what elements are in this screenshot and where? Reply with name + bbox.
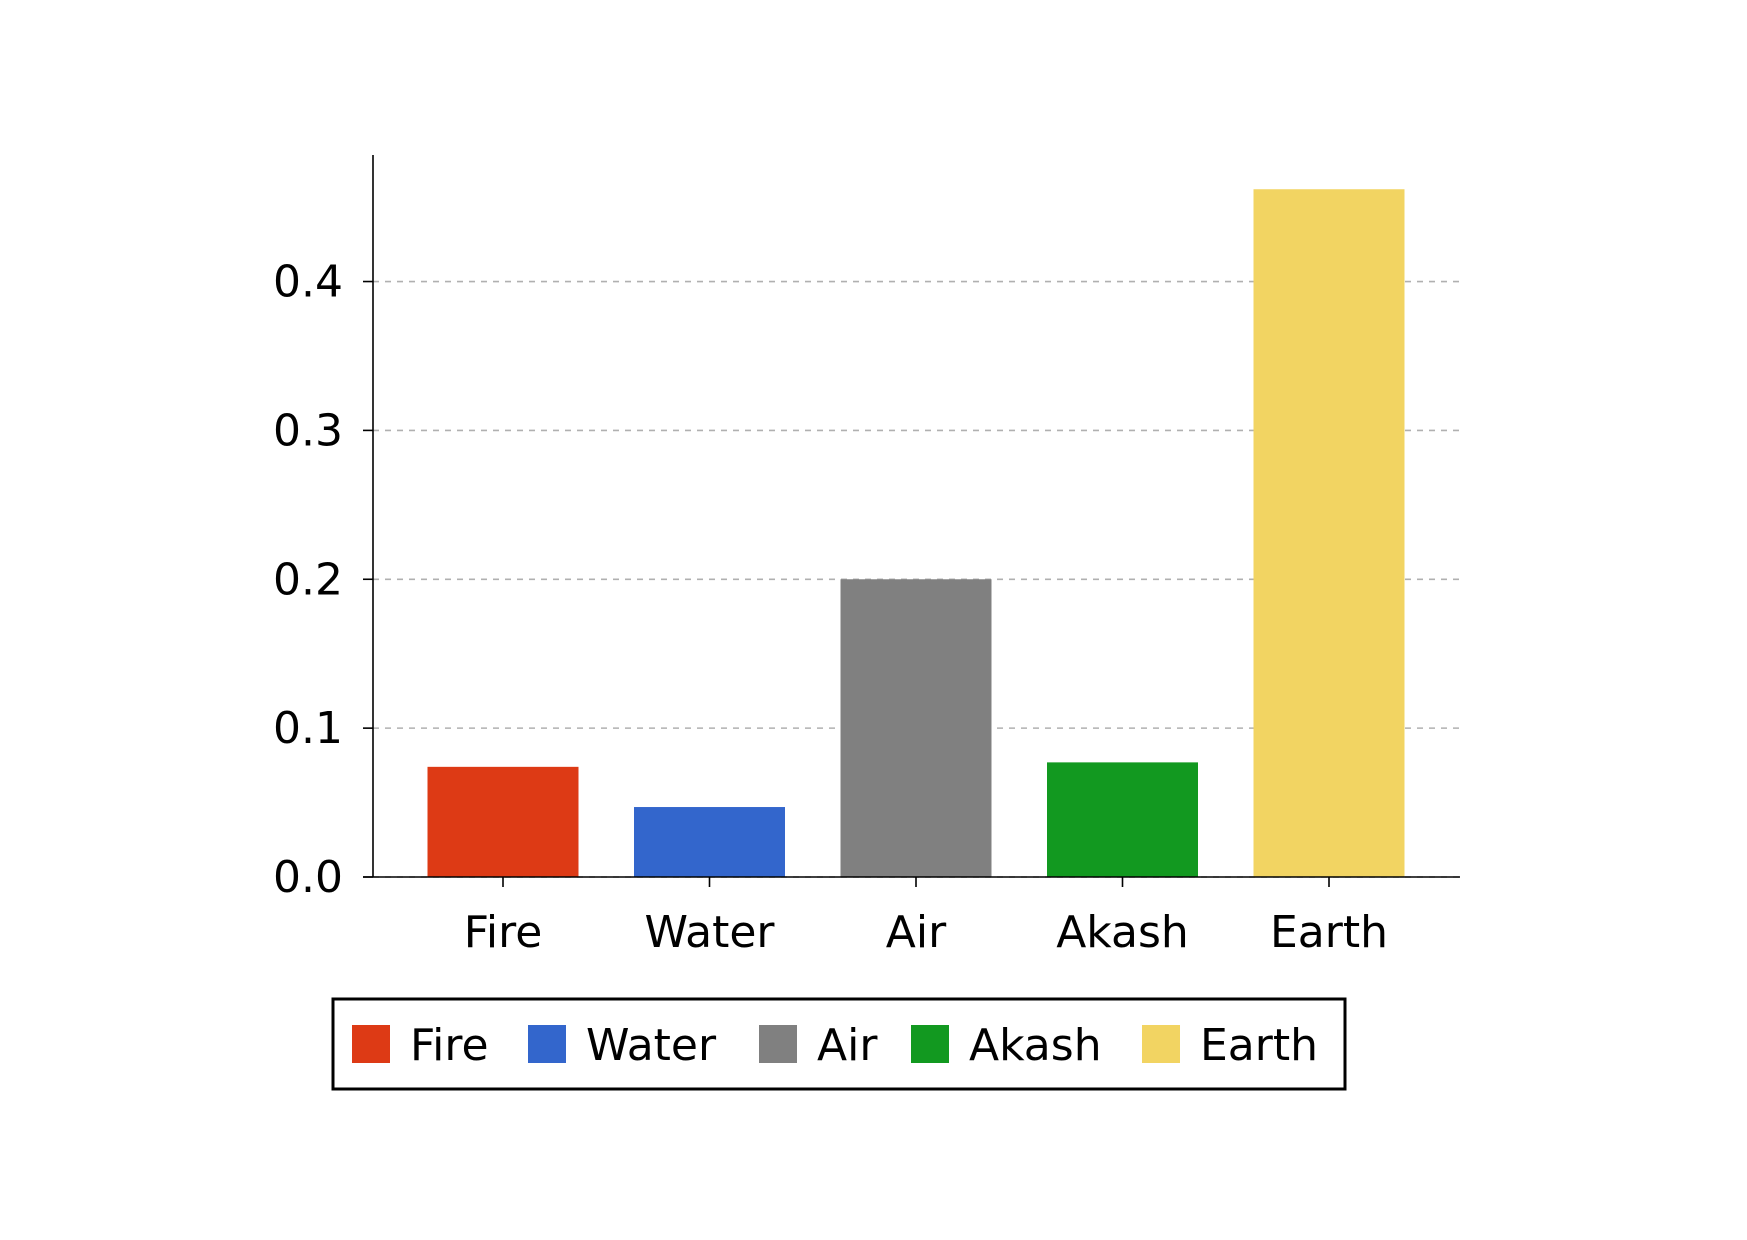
y-tick-label: 0.0 xyxy=(273,852,343,903)
legend-swatch-fire xyxy=(352,1025,390,1063)
legend-items: Fire Water Air Akash Earth xyxy=(352,1020,1318,1071)
x-tick-label: Water xyxy=(644,907,775,958)
y-axis-ticks: 0.0 0.1 0.2 0.3 0.4 xyxy=(273,257,373,903)
x-tick-label: Air xyxy=(886,907,947,958)
legend-label-water: Water xyxy=(586,1020,717,1071)
legend-swatch-earth xyxy=(1142,1025,1180,1063)
y-tick-label: 0.2 xyxy=(273,554,343,605)
legend-swatch-air xyxy=(759,1025,797,1063)
legend: Fire Water Air Akash Earth xyxy=(331,997,1347,1091)
axes xyxy=(363,155,1460,878)
legend-swatch-water xyxy=(528,1025,566,1063)
y-tick-label: 0.1 xyxy=(273,703,343,754)
bar-akash xyxy=(1047,762,1198,877)
bar-water xyxy=(634,807,785,877)
y-tick-label: 0.4 xyxy=(273,257,343,308)
legend-label-earth: Earth xyxy=(1200,1020,1318,1071)
legend-label-air: Air xyxy=(817,1020,878,1071)
x-tick-label: Fire xyxy=(464,907,543,958)
bar-fire xyxy=(427,766,579,877)
legend-label-fire: Fire xyxy=(410,1020,489,1071)
bar-earth xyxy=(1253,189,1405,877)
bars xyxy=(427,189,1405,877)
x-axis-ticks: Fire Water Air Akash Earth xyxy=(464,877,1388,958)
bar-air xyxy=(840,579,992,877)
x-tick-label: Earth xyxy=(1270,907,1388,958)
y-tick-label: 0.3 xyxy=(273,405,343,456)
legend-label-akash: Akash xyxy=(969,1020,1102,1071)
x-tick-label: Akash xyxy=(1056,907,1189,958)
legend-swatch-akash xyxy=(911,1025,949,1063)
